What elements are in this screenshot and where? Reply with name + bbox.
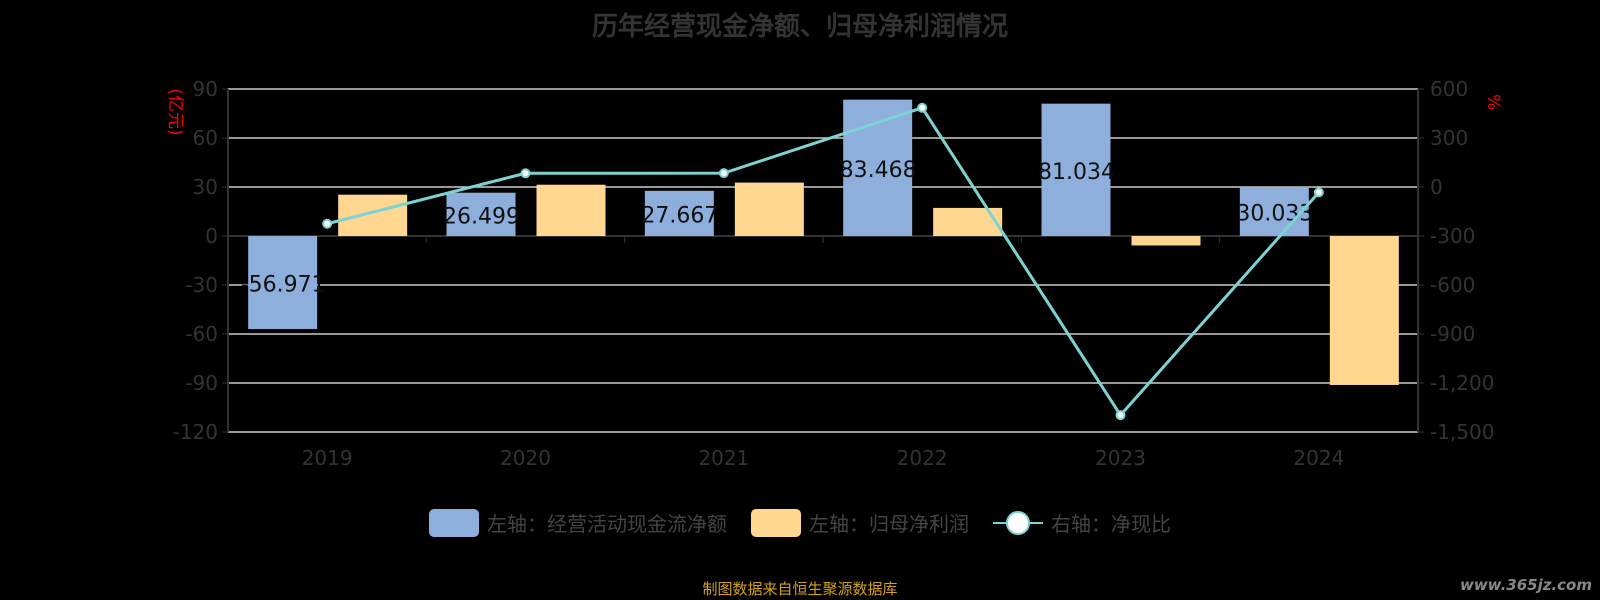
- x-tick-label: 2021: [698, 446, 749, 470]
- bar-cash: [1041, 103, 1111, 236]
- right-tick-label: -900: [1430, 322, 1475, 346]
- legend: 左轴：经营活动现金流净额 左轴：归母净利润 右轴：净现比: [0, 508, 1600, 537]
- watermark: www.365jz.com: [1459, 576, 1592, 594]
- legend-swatch-profit: [751, 508, 801, 537]
- bar-cash: [644, 190, 714, 236]
- bar-label-cash: 27.667: [641, 203, 718, 228]
- bar-profit: [734, 182, 804, 236]
- source-footer: 制图数据来自恒生聚源数据库: [702, 580, 898, 598]
- right-axis-unit: %: [1483, 94, 1503, 110]
- bar-label-cash: 81.034: [1038, 160, 1115, 185]
- point-ratio: [917, 102, 928, 113]
- left-tick-label: 0: [205, 224, 218, 248]
- right-tick-label: -300: [1430, 224, 1475, 248]
- left-tick-label: -120: [173, 420, 218, 444]
- right-tick-label: -1,500: [1430, 420, 1494, 444]
- left-tick-label: -30: [185, 273, 218, 297]
- bar-label-cash: 83.468: [840, 158, 917, 183]
- left-tick-label: 60: [193, 126, 218, 150]
- legend-swatch-ratio: [993, 509, 1043, 537]
- x-tick-label: 2024: [1293, 446, 1344, 470]
- bar-profit: [1131, 236, 1201, 246]
- legend-swatch-cash: [429, 508, 479, 537]
- bar-cash: [1239, 186, 1309, 236]
- legend-label-profit: 左轴：归母净利润: [809, 512, 969, 536]
- point-ratio: [1313, 187, 1324, 198]
- right-tick-label: 0: [1430, 175, 1443, 199]
- bar-cash: [446, 192, 516, 236]
- left-tick-label: 90: [193, 77, 218, 101]
- bar-profit: [338, 194, 408, 236]
- bar-cash: [248, 236, 318, 330]
- point-ratio: [520, 168, 531, 179]
- legend-item-cash[interactable]: 左轴：经营活动现金流净额: [429, 508, 727, 537]
- x-tick-label: 2023: [1095, 446, 1146, 470]
- left-axis-unit: (亿元): [165, 88, 185, 135]
- legend-label-cash: 左轴：经营活动现金流净额: [487, 512, 727, 536]
- right-tick-label: 600: [1430, 77, 1468, 101]
- right-tick-label: -600: [1430, 273, 1475, 297]
- left-tick-label: 30: [193, 175, 218, 199]
- left-tick-label: -60: [185, 322, 218, 346]
- bar-label-cash: -56.971: [241, 273, 326, 298]
- right-tick-label: -1,200: [1430, 371, 1494, 395]
- line-ratio: [326, 105, 1320, 418]
- legend-label-ratio: 右轴：净现比: [1051, 512, 1171, 536]
- legend-item-profit[interactable]: 左轴：归母净利润: [751, 508, 969, 537]
- x-tick-label: 2022: [897, 446, 948, 470]
- bar-profit: [933, 207, 1003, 236]
- bar-profit: [536, 184, 606, 236]
- bar-profit: [1329, 236, 1399, 385]
- bar-label-cash: 26.499: [443, 204, 520, 229]
- point-ratio: [1115, 410, 1126, 421]
- point-ratio: [322, 218, 333, 229]
- chart-title: 历年经营现金净额、归母净利润情况: [591, 12, 1008, 42]
- point-ratio: [718, 168, 729, 179]
- left-tick-label: -90: [185, 371, 218, 395]
- x-tick-label: 2020: [500, 446, 551, 470]
- bar-label-cash: 30.033: [1236, 201, 1313, 226]
- x-tick-label: 2019: [302, 446, 353, 470]
- right-tick-label: 300: [1430, 126, 1468, 150]
- legend-item-ratio[interactable]: 右轴：净现比: [993, 508, 1171, 537]
